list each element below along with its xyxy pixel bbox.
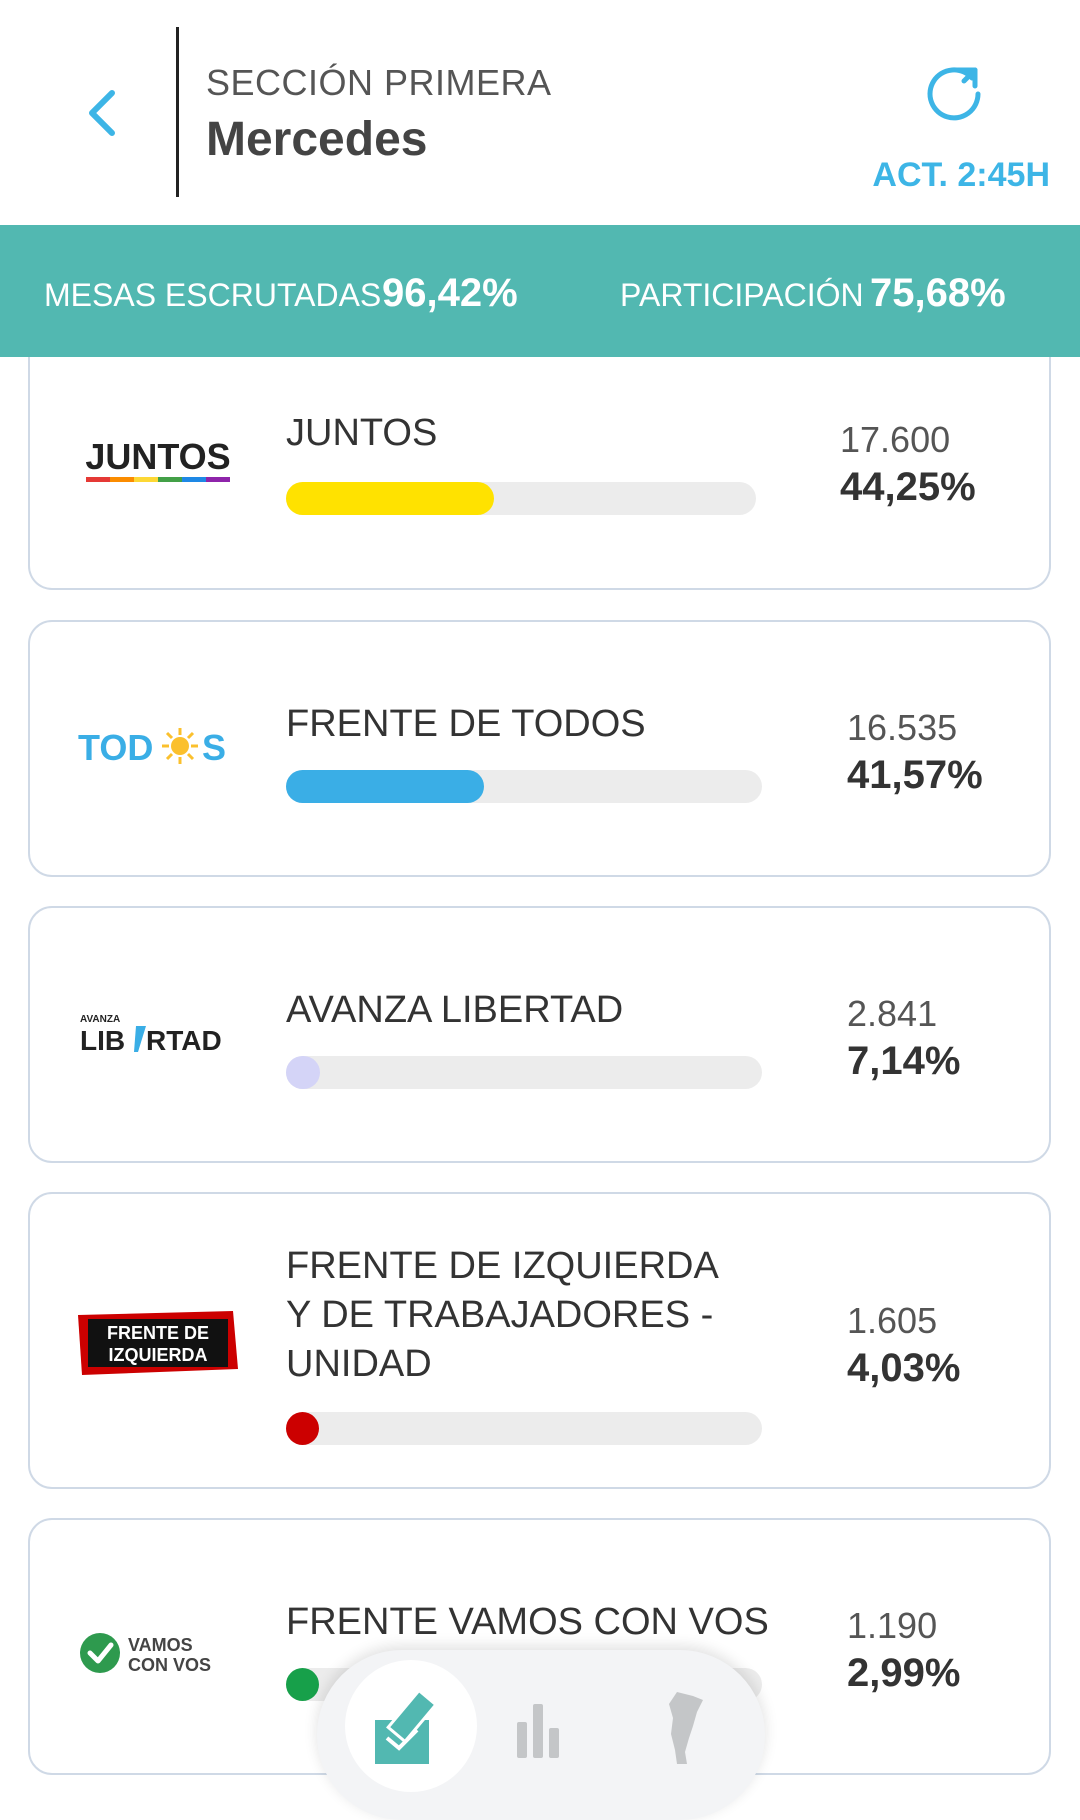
header: SECCIÓN PRIMERA Mercedes ACT. 2:45H: [0, 0, 1080, 225]
party-name: FRENTE DE TODOS: [286, 703, 646, 745]
party-votes: 17.600: [840, 419, 951, 460]
section-label: SECCIÓN PRIMERA: [206, 62, 552, 103]
bar-chart-icon[interactable]: [513, 1702, 563, 1758]
party-percentage: 4,03%: [847, 1346, 961, 1390]
participacion-label: PARTICIPACIÓN: [620, 277, 864, 313]
header-divider: [176, 27, 179, 197]
party-card-avanza-libertad[interactable]: AVANZA LIB RTAD AVANZA LIBERTAD 2.841 7,…: [28, 906, 1051, 1163]
progress-track: [286, 1056, 762, 1089]
todos-logo: TOD S: [78, 722, 238, 777]
party-votes: 2.841: [847, 993, 938, 1034]
svg-text:CON VOS: CON VOS: [128, 1655, 211, 1675]
svg-text:IZQUIERDA: IZQUIERDA: [109, 1345, 208, 1365]
progress-fill: [286, 1412, 319, 1445]
party-percentage: 7,14%: [847, 1039, 961, 1083]
progress-fill: [286, 770, 484, 803]
party-name: AVANZA LIBERTAD: [286, 989, 624, 1031]
party-name: FRENTE DE IZQUIERDA Y DE TRABAJADORES - …: [286, 1245, 719, 1385]
party-card-juntos[interactable]: JUNTOS JUNTOS 17.600 44,25%: [28, 357, 1051, 590]
svg-text:VAMOS: VAMOS: [128, 1635, 193, 1655]
vamos-con-vos-logo: VAMOS CON VOS: [78, 1625, 238, 1686]
progress-track: [286, 1412, 762, 1445]
argentina-map-icon[interactable]: [663, 1690, 707, 1766]
progress-track: [286, 770, 762, 803]
svg-text:FRENTE DE: FRENTE DE: [107, 1323, 209, 1343]
progress-fill: [286, 1668, 319, 1701]
party-card-frente-de-todos[interactable]: TOD S FRENTE DE TODOS 16.535 41,57%: [28, 620, 1051, 877]
progress-track: [286, 482, 756, 515]
party-name: JUNTOS: [286, 412, 438, 454]
nav-item-vote[interactable]: [345, 1660, 477, 1792]
party-card-frente-de-izquierda[interactable]: FRENTE DE IZQUIERDA FRENTE DE IZQUIERDA …: [28, 1192, 1051, 1489]
page-title: Mercedes: [206, 113, 428, 166]
bottom-nav: [317, 1650, 765, 1820]
refresh-icon: [927, 67, 981, 121]
svg-text:LIB: LIB: [80, 1025, 125, 1056]
back-button[interactable]: [72, 78, 132, 148]
party-percentage: 2,99%: [847, 1651, 961, 1695]
party-votes: 1.190: [847, 1605, 938, 1646]
stats-bar: MESAS ESCRUTADAS 96,42% PARTICIPACIÓN 75…: [0, 225, 1080, 357]
refresh-button[interactable]: [920, 52, 990, 122]
juntos-logo: JUNTOS: [78, 436, 238, 504]
frente-de-izquierda-logo: FRENTE DE IZQUIERDA: [78, 1309, 238, 1384]
progress-fill: [286, 1056, 320, 1089]
mesas-label: MESAS ESCRUTADAS: [44, 277, 382, 313]
chevron-left-icon: [89, 90, 115, 136]
party-percentage: 41,57%: [847, 753, 983, 797]
svg-text:JUNTOS: JUNTOS: [85, 439, 230, 477]
party-name: FRENTE VAMOS CON VOS: [286, 1601, 769, 1643]
svg-text:AVANZA: AVANZA: [80, 1014, 120, 1025]
vote-icon: [375, 1688, 438, 1764]
party-votes: 1.605: [847, 1300, 938, 1341]
svg-text:S: S: [202, 727, 226, 768]
progress-fill: [286, 482, 494, 515]
svg-text:TOD: TOD: [78, 727, 153, 768]
avanza-libertad-logo: AVANZA LIB RTAD: [78, 1008, 238, 1063]
party-percentage: 44,25%: [840, 465, 976, 509]
svg-text:RTAD: RTAD: [146, 1025, 222, 1056]
party-votes: 16.535: [847, 707, 958, 748]
mesas-value: 96,42%: [382, 271, 518, 315]
update-time: ACT. 2:45H: [872, 156, 1050, 194]
participacion-value: 75,68%: [870, 271, 1006, 315]
